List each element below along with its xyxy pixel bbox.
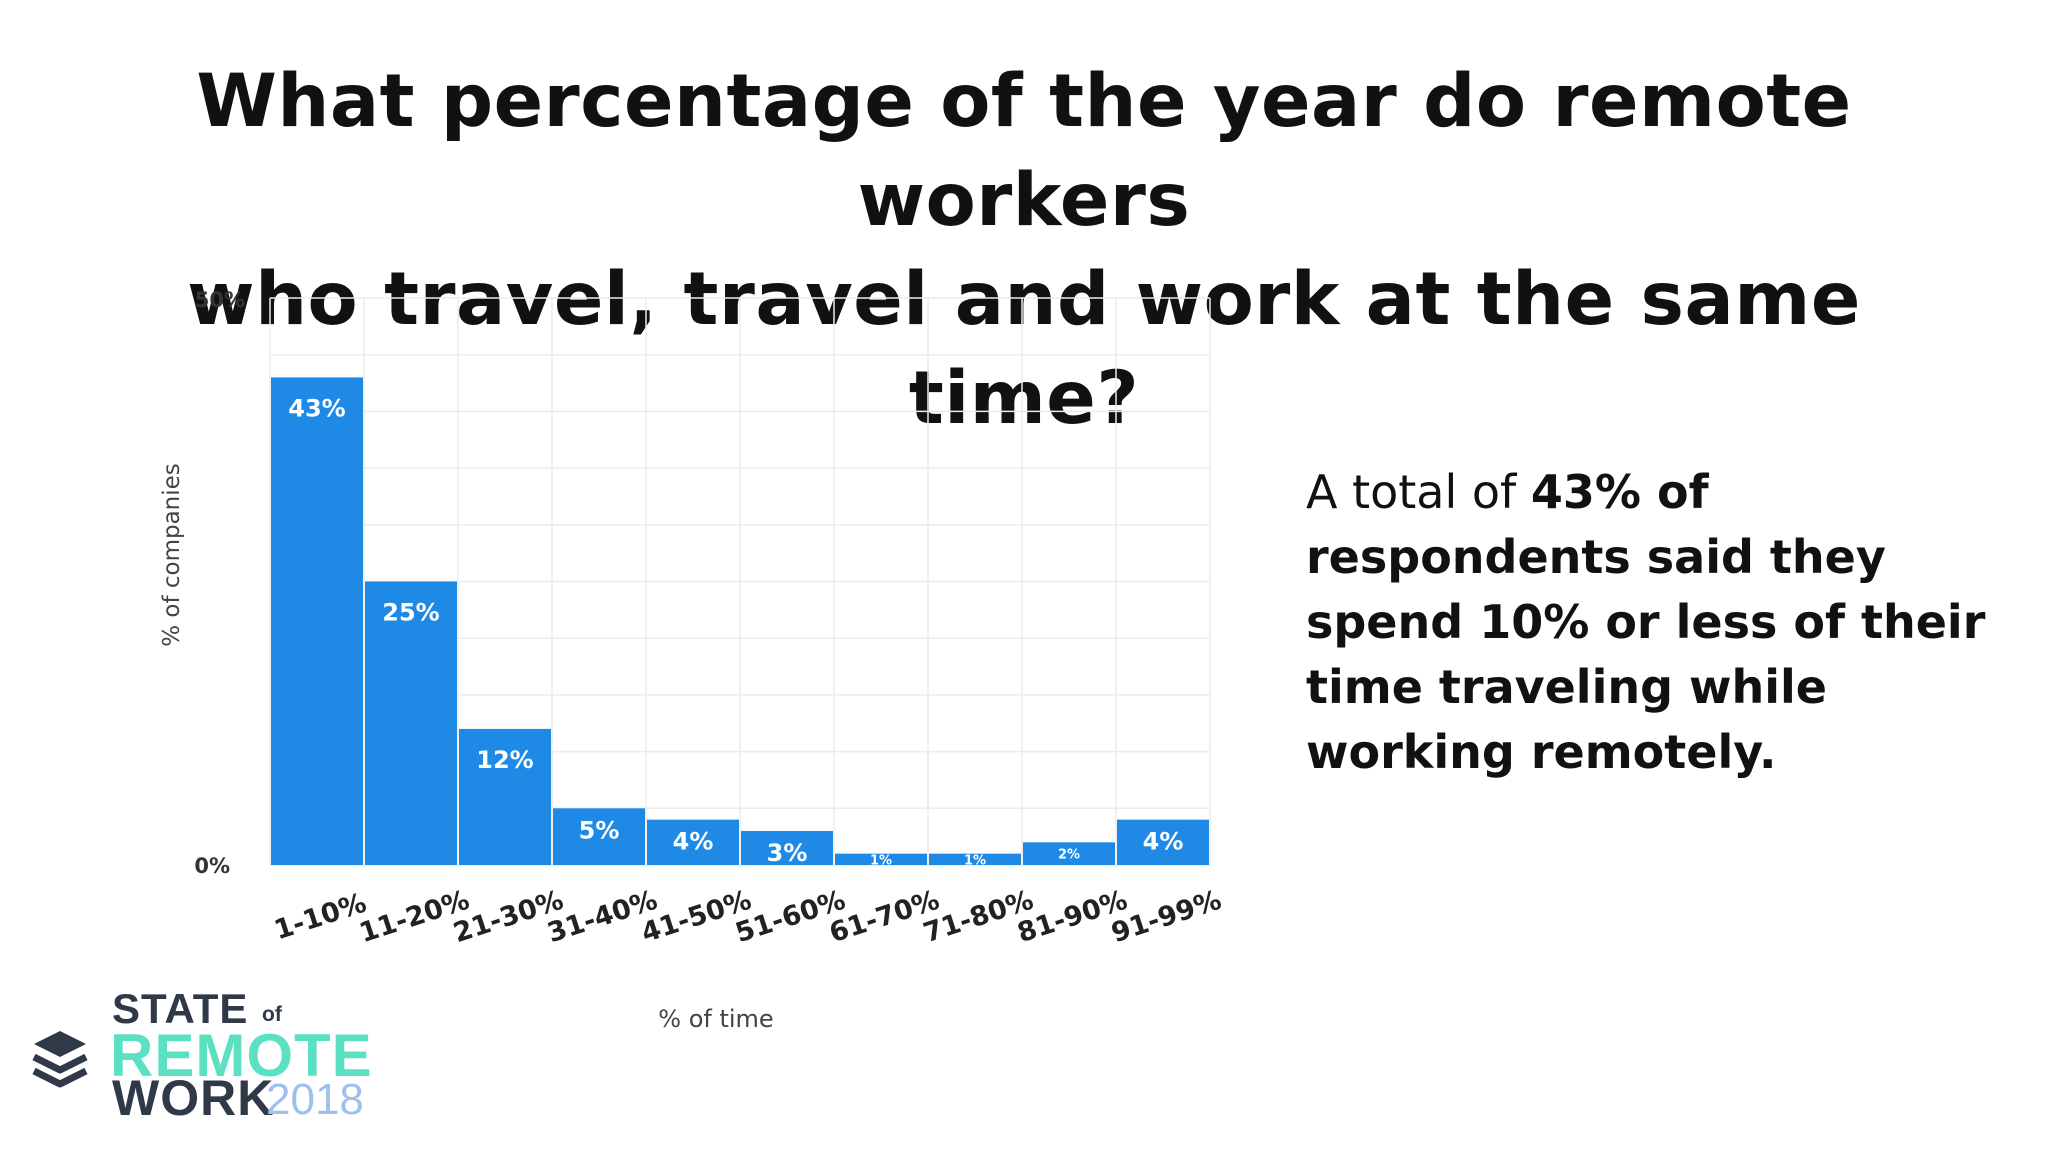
bar — [1023, 842, 1115, 865]
logo-year-text: 2018 — [266, 1075, 364, 1124]
data-label: 2% — [1058, 848, 1080, 863]
bar — [647, 819, 739, 865]
data-label: 12% — [476, 746, 533, 774]
logo-remote-text: REMOTE — [110, 1022, 373, 1089]
bar — [1117, 819, 1209, 865]
title-line-1: What percentage of the year do remote wo… — [196, 59, 1852, 243]
y-tick-label: 0% — [194, 854, 230, 878]
y-tick-label: 50% — [195, 288, 245, 312]
bars — [271, 377, 1209, 865]
note-bold: 43% of respondents said they spend 10% o… — [1306, 465, 1986, 779]
bar — [929, 853, 1021, 865]
state-of-remote-work-logo: STATE of REMOTE WORK 2018 — [30, 985, 430, 1126]
x-axis-title: % of time — [658, 1005, 773, 1033]
data-label: 25% — [382, 599, 439, 627]
bar — [271, 377, 363, 865]
bar — [459, 728, 551, 865]
data-label: 43% — [288, 394, 345, 422]
logo-state-text: STATE — [112, 985, 249, 1032]
y-axis-title: % of companies — [159, 463, 185, 647]
logo-work-text: WORK — [112, 1070, 275, 1126]
note-prefix: A total of — [1306, 465, 1531, 519]
bar — [741, 830, 833, 865]
data-label: 4% — [673, 828, 714, 856]
title-line-2: who travel, travel and work at the same … — [187, 257, 1861, 441]
bar — [835, 853, 927, 865]
stacked-layers-icon — [32, 1031, 88, 1088]
x-tick-label: 1-10% — [271, 888, 371, 947]
data-label: 3% — [767, 839, 808, 867]
summary-note: A total of 43% of respondents said they … — [1306, 460, 2006, 785]
logo-of-text: of — [262, 1003, 282, 1026]
bar — [365, 581, 457, 865]
data-label: 4% — [1143, 828, 1184, 856]
bar — [553, 808, 645, 865]
x-tick-label: 91-99% — [1108, 885, 1225, 950]
data-labels: 43% 25% 12% 5% 4% 3% 1% 1% 2% 4% — [288, 394, 1183, 868]
data-label: 5% — [579, 816, 620, 844]
data-label: 1% — [870, 853, 892, 868]
data-label: 1% — [964, 853, 986, 868]
chart-title: What percentage of the year do remote wo… — [60, 52, 1988, 448]
